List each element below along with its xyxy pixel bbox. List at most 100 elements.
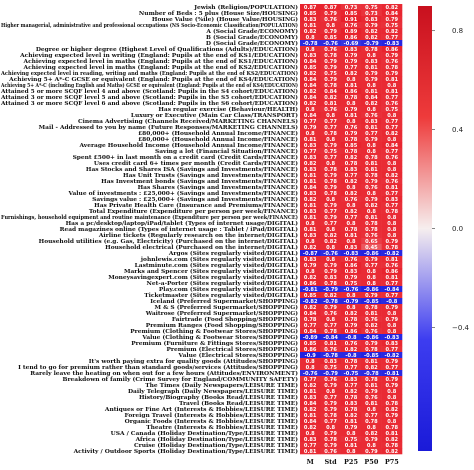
cell-value-label: 0.81 xyxy=(304,227,317,233)
heatmap-cell xyxy=(361,244,382,251)
heatmap-cell xyxy=(381,268,403,275)
heatmap-cell xyxy=(361,358,382,365)
heatmap-cell xyxy=(300,70,321,77)
cell-value-label: 0.77 xyxy=(386,119,399,125)
heatmap-cell xyxy=(381,10,403,17)
heatmap-cell xyxy=(300,406,321,413)
heatmap-cell xyxy=(361,280,382,287)
row-label: The Times (Daily Newspapers/LEISURE TIME… xyxy=(145,382,298,389)
heatmap-cell xyxy=(381,22,403,29)
cell-value-label: 0.77 xyxy=(345,365,358,371)
heatmap-cell xyxy=(340,250,362,257)
cell-value-label: 0.82 xyxy=(345,191,358,197)
heatmap-cell xyxy=(300,196,321,203)
row-label: Ticketmaster (Sites regularly visited/DI… xyxy=(144,292,298,299)
cell-value-label: 0.76 xyxy=(324,107,337,113)
cell-value-label: 0.77 xyxy=(304,323,317,329)
heatmap-cell xyxy=(381,376,403,383)
cell-value-label: 0.8 xyxy=(367,407,376,413)
heatmap-cell xyxy=(361,46,382,53)
heatmap-cell xyxy=(340,394,362,401)
heatmap-cell xyxy=(340,358,362,365)
cell-value-label: 0.91 xyxy=(345,17,358,23)
heatmap-cell xyxy=(340,364,362,371)
heatmap-cell xyxy=(300,394,321,401)
cell-value-label: 0.75 xyxy=(386,107,399,113)
heatmap-cell xyxy=(381,208,403,215)
heatmap-cell xyxy=(320,340,342,347)
cell-value-label: 0.8 xyxy=(306,221,315,227)
heatmap-cell xyxy=(340,262,362,269)
heatmap-cell xyxy=(300,382,321,389)
row-label: Achieving expected level in maths (Engla… xyxy=(23,64,299,71)
cell-value-label: 0.79 xyxy=(345,425,358,431)
heatmap-cell xyxy=(340,28,362,35)
cell-value-label: 0.8 xyxy=(387,161,396,167)
heatmap-cell xyxy=(320,124,342,131)
heatmap-cell xyxy=(361,100,382,107)
cell-value-label: 0.8 xyxy=(387,137,396,143)
cell-value-label: 0.85 xyxy=(345,143,358,149)
heatmap-cell xyxy=(381,46,403,53)
cell-value-label: 0.8 xyxy=(306,359,315,365)
cell-value-label: 0.77 xyxy=(345,383,358,389)
cell-value-label: 0.83 xyxy=(304,143,317,149)
heatmap-cell xyxy=(361,298,382,305)
heatmap-cell xyxy=(361,214,382,221)
heatmap-cell xyxy=(320,196,342,203)
cell-value-label: 0.77 xyxy=(365,131,378,137)
cell-value-label: 0.81 xyxy=(386,77,399,83)
heatmap-cell xyxy=(381,394,403,401)
cell-value-label: 0.85 xyxy=(345,11,358,17)
cell-value-label: 0.81 xyxy=(345,419,358,425)
cell-value-label: 0.8 xyxy=(387,215,396,221)
heatmap-cell xyxy=(320,166,342,173)
heatmap-cell xyxy=(361,256,382,263)
cell-value-label: 0.78 xyxy=(386,425,399,431)
row-label: Has Unit Trusts (Savings and Investments… xyxy=(123,172,298,179)
heatmap-cell xyxy=(300,346,321,353)
cell-value-label: 0.8 xyxy=(306,239,315,245)
cell-value-label: 0.81 xyxy=(365,215,378,221)
cell-value-label: 0.76 xyxy=(324,347,337,353)
heatmap-cell xyxy=(300,40,321,47)
heatmap-cell xyxy=(361,310,382,317)
heatmap-cell xyxy=(381,358,403,365)
cell-value-label: 0.79 xyxy=(345,323,358,329)
row-label: Rarely leave the heating on when out for… xyxy=(30,370,298,377)
row-label: Airline tickets (Regularly research on t… xyxy=(98,232,298,239)
cell-value-label: 0.8 xyxy=(306,365,315,371)
heatmap-cell xyxy=(381,196,403,203)
heatmap-cell xyxy=(300,214,321,221)
cell-value-label: 0.78 xyxy=(324,83,337,89)
heatmap-cell xyxy=(320,424,342,431)
heatmap-cell xyxy=(340,238,362,245)
cell-value-label: -0.84 xyxy=(323,335,338,341)
cell-value-label: 0.79 xyxy=(365,179,378,185)
cell-value-label: 0.79 xyxy=(365,449,378,455)
heatmap-cell xyxy=(361,148,382,155)
cell-value-label: 0.76 xyxy=(386,263,399,269)
cell-value-label: 0.8 xyxy=(346,449,355,455)
cell-value-label: 0.82 xyxy=(365,203,378,209)
heatmap-cell xyxy=(300,82,321,89)
heatmap-cell xyxy=(320,52,342,59)
cell-value-label: 0.79 xyxy=(345,131,358,137)
cell-value-label: 0.78 xyxy=(304,317,317,323)
cell-value-label: 0.82 xyxy=(386,29,399,35)
cell-value-label: 0.77 xyxy=(304,377,317,383)
cell-value-label: 0.45 xyxy=(365,245,378,251)
cell-value-label: 0.79 xyxy=(345,53,358,59)
heatmap-cell xyxy=(381,334,403,341)
heatmap-cell xyxy=(381,28,403,35)
heatmap-cell xyxy=(340,46,362,53)
row-label: Degree or higher degree (Highest Level o… xyxy=(36,46,298,53)
row-label: Value of investments : £25,000+ (Savings… xyxy=(67,190,298,197)
cell-value-label: 0.76 xyxy=(386,101,399,107)
cell-value-label: 0.82 xyxy=(365,323,378,329)
cell-value-label: 0.8 xyxy=(387,83,396,89)
cell-value-label: 0.79 xyxy=(365,197,378,203)
cell-value-label: 0.8 xyxy=(306,47,315,53)
cell-value-label: 0.86 xyxy=(345,89,358,95)
heatmap-cell xyxy=(340,334,362,341)
